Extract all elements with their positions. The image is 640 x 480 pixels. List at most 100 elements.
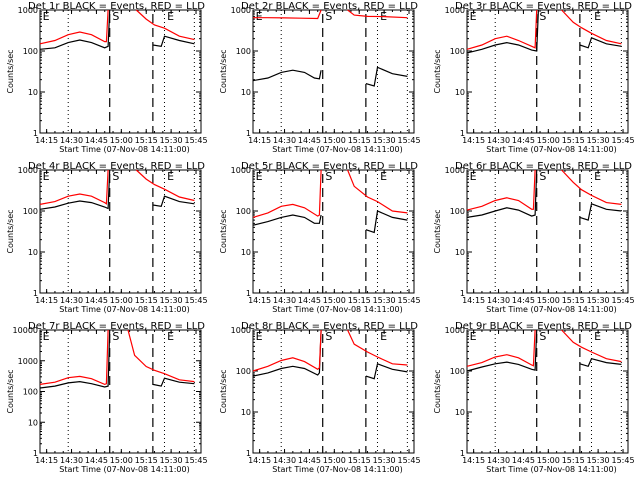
series-events-line-post (579, 37, 622, 49)
x-tick-label: 15:30 (160, 296, 183, 305)
x-tick-label: 14:45 (512, 136, 535, 145)
event-marker-label-E: E (256, 170, 263, 183)
x-tick-label: 14:15 (462, 456, 485, 465)
x-tick-label: 15:45 (611, 456, 634, 465)
x-tick-label: 14:15 (35, 296, 58, 305)
x-axis-label: Start Time (07-Nov-08 14:11:00) (486, 465, 616, 474)
x-tick-label: 14:45 (85, 296, 108, 305)
y-tick-label: 10 (455, 248, 465, 257)
y-tick-label: 100 (450, 367, 465, 376)
x-tick-label: 15:45 (397, 296, 420, 305)
x-tick-label: 15:30 (587, 456, 610, 465)
x-tick-label: 14:30 (273, 136, 296, 145)
y-tick-label: 1 (246, 289, 251, 298)
event-marker-label-E: E (470, 170, 477, 183)
y-tick-label: 10 (455, 88, 465, 97)
x-tick-label: 14:15 (35, 136, 58, 145)
y-axis-label: Counts/sec (219, 49, 228, 93)
x-tick-label: 15:15 (135, 456, 158, 465)
event-marker-label-S: S (112, 170, 119, 183)
x-tick-label: 14:45 (512, 296, 535, 305)
y-tick-label: 1000 (231, 6, 251, 15)
event-marker-label-E: E (167, 170, 174, 183)
panel-9: Det 9r BLACK = Events, RED = LLD 1 10 100 10… (433, 321, 635, 474)
x-tick-label: 14:30 (487, 456, 510, 465)
series-lld-line-pre (466, 169, 536, 211)
series-events-line-post (579, 202, 622, 221)
y-tick-label: 100 (23, 47, 38, 56)
series-lld-line-pre (252, 329, 322, 372)
x-axis-label: Start Time (07-Nov-08 14:11:00) (59, 145, 189, 154)
event-marker-label-E: E (167, 10, 174, 23)
x-tick-label: 14:15 (248, 456, 271, 465)
panel-title: Det 8r BLACK = Events, RED = LLD (241, 321, 418, 332)
x-tick-label: 14:45 (298, 136, 321, 145)
x-tick-label: 15:30 (160, 456, 183, 465)
x-tick-label: 14:30 (60, 296, 83, 305)
x-axis-label: Start Time (07-Nov-08 14:11:00) (272, 465, 402, 474)
x-tick-label: 15:45 (397, 136, 420, 145)
event-marker-label-E: E (256, 10, 263, 23)
panel-1: Det 1r BLACK = Events, RED = LLD 1 10 100 10… (6, 1, 208, 154)
series-events-line-pre (39, 9, 111, 50)
x-tick-label: 15:15 (562, 456, 585, 465)
y-tick-label: 10 (28, 88, 38, 97)
event-marker-label-S: S (112, 330, 119, 343)
x-tick-label: 15:15 (135, 136, 158, 145)
y-axis-label: Counts/sec (6, 49, 15, 93)
event-marker-label-S: S (539, 10, 546, 23)
x-tick-label: 15:45 (184, 456, 207, 465)
y-tick-label: 1000 (445, 326, 465, 335)
series-lld-line-post (127, 329, 195, 383)
series-lld-line-post (561, 169, 622, 205)
y-tick-label: 100 (236, 367, 251, 376)
series-lld-line-post (347, 329, 408, 366)
plot-frame (39, 329, 202, 454)
x-tick-label: 14:30 (487, 296, 510, 305)
plot-frame (466, 9, 629, 134)
x-tick-label: 15:00 (537, 296, 560, 305)
x-tick-label: 15:15 (348, 136, 371, 145)
y-tick-label: 1000 (445, 166, 465, 175)
series-events-line-post (365, 362, 408, 380)
panel-title: Det 6r BLACK = Events, RED = LLD (455, 161, 632, 172)
event-marker-label-E: E (43, 10, 50, 23)
y-tick-label: 100 (450, 47, 465, 56)
y-tick-label: 1000 (231, 166, 251, 175)
y-tick-label: 1 (460, 289, 465, 298)
event-marker-label-S: S (539, 330, 546, 343)
series-events-line-post (365, 210, 408, 234)
event-marker-label-S: S (325, 10, 332, 23)
series-lld-line-post (347, 169, 408, 214)
x-tick-label: 15:00 (323, 456, 346, 465)
y-axis-label: Counts/sec (433, 49, 442, 93)
event-marker-label-S: S (325, 170, 332, 183)
x-tick-label: 15:15 (348, 456, 371, 465)
x-tick-label: 14:30 (487, 136, 510, 145)
x-tick-label: 15:00 (110, 136, 133, 145)
plot-frame (252, 9, 415, 134)
panel-title: Det 3r BLACK = Events, RED = LLD (455, 1, 632, 12)
y-tick-label: 1 (460, 129, 465, 138)
panel-title: Det 1r BLACK = Events, RED = LLD (28, 1, 205, 12)
y-tick-label: 10 (241, 408, 251, 417)
series-lld-line-pre (252, 169, 322, 218)
x-tick-label: 14:15 (462, 296, 485, 305)
event-marker-label-E: E (256, 330, 263, 343)
y-tick-label: 1000 (18, 6, 38, 15)
x-tick-label: 14:45 (298, 456, 321, 465)
x-tick-label: 15:00 (110, 456, 133, 465)
x-tick-label: 14:30 (273, 296, 296, 305)
y-tick-label: 1000 (231, 326, 251, 335)
series-lld-line-pre (466, 9, 538, 50)
y-tick-label: 10 (28, 418, 38, 427)
event-marker-label-S: S (325, 330, 332, 343)
x-tick-label: 15:45 (611, 136, 634, 145)
series-events-line-pre (252, 329, 322, 377)
series-events-line-pre (252, 214, 322, 226)
series-lld-line-pre (39, 169, 109, 205)
series-lld-line-post (561, 9, 622, 45)
y-tick-label: 10000 (13, 326, 38, 335)
series-events-line-pre (39, 329, 111, 389)
x-tick-label: 15:00 (537, 456, 560, 465)
